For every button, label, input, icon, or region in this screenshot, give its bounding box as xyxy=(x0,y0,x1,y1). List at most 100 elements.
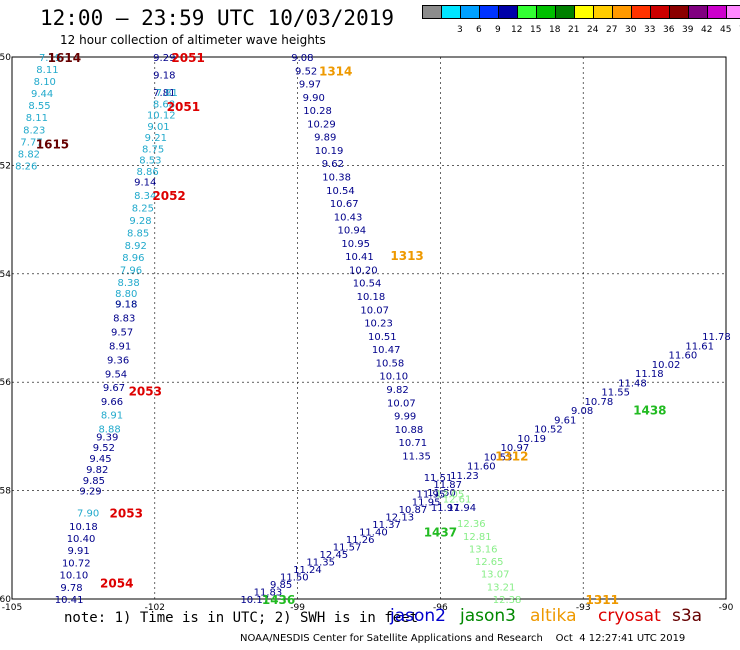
satellite-jason3: jason3 xyxy=(460,606,516,626)
swh-value: 12.65 xyxy=(475,557,504,568)
swh-value: 8.86 xyxy=(137,167,159,178)
swh-value: 11.23 xyxy=(450,471,479,482)
swh-value: 10.20 xyxy=(349,265,378,276)
swh-value: 9.97 xyxy=(299,80,321,91)
footnote: note: 1) Time is in UTC; 2) SWH is in fe… xyxy=(64,610,419,626)
swh-value: 10.53 xyxy=(484,452,513,463)
pass-number: 1313 xyxy=(390,249,423,263)
swh-value: 7.77 xyxy=(20,137,42,148)
swh-value: 11.87 xyxy=(433,480,462,491)
swh-value: 9.78 xyxy=(60,583,82,594)
swh-value: 8.38 xyxy=(117,278,139,289)
swh-value: 11.40 xyxy=(359,527,388,538)
swh-value: 10.19 xyxy=(517,434,546,445)
swh-value: 11.61 xyxy=(685,341,714,352)
pass-number: 2051 xyxy=(167,100,200,114)
swh-value: 11.78 xyxy=(702,332,731,343)
swh-value: 8.34 xyxy=(134,191,156,202)
swh-value: 9.29 xyxy=(153,53,175,64)
legend-label: 9 xyxy=(495,25,501,35)
legend-label: 18 xyxy=(549,25,561,35)
swh-value: 9.52 xyxy=(93,443,115,454)
legend-label: 45 xyxy=(720,25,732,35)
legend-label: 42 xyxy=(701,25,713,35)
swh-value: 9.62 xyxy=(322,159,344,170)
swh-value: 9.29 xyxy=(79,487,101,498)
legend-label: 33 xyxy=(644,25,656,35)
swh-value: 11.60 xyxy=(467,462,496,473)
swh-value: 11.35 xyxy=(306,557,335,568)
swh-value: 9.82 xyxy=(86,465,108,476)
swh-value: 9.99 xyxy=(394,412,416,423)
swh-value: 8.26 xyxy=(15,161,37,172)
y-tick-label: -58 xyxy=(0,487,11,497)
swh-value: 12.45 xyxy=(320,550,349,561)
swh-value: 8.11 xyxy=(26,113,48,124)
swh-value: 9.52 xyxy=(295,66,317,77)
swh-value: 11.83 xyxy=(254,587,283,598)
swh-value: 9.61 xyxy=(554,415,576,426)
swh-value: 9.01 xyxy=(147,122,169,133)
pass-number: 2051 xyxy=(171,51,204,65)
swh-value: 8.83 xyxy=(113,314,135,325)
pass-number: 1615 xyxy=(36,138,69,152)
swh-value: 10.58 xyxy=(376,358,405,369)
swh-value: 9.90 xyxy=(303,93,325,104)
swh-value: 9.39 xyxy=(96,432,118,443)
satellite-jason2: jason2 xyxy=(390,606,446,626)
satellite-altika: altika xyxy=(530,606,577,626)
swh-value: 8.55 xyxy=(28,101,50,112)
swh-value: 9.85 xyxy=(270,580,292,591)
x-tick-label: -93 xyxy=(576,603,591,613)
pass-number: 1438 xyxy=(633,403,666,417)
swh-value: 9.08 xyxy=(571,406,593,417)
y-tick-label: -54 xyxy=(0,270,11,280)
swh-value: 8.23 xyxy=(23,125,45,136)
swh-value: 9.44 xyxy=(31,89,53,100)
map-frame xyxy=(11,56,727,600)
swh-value: 12.13 xyxy=(385,512,414,523)
legend-label: 39 xyxy=(682,25,694,35)
swh-value: 10.02 xyxy=(652,360,681,371)
swh-value: 10.72 xyxy=(62,558,91,569)
swh-value: 11.18 xyxy=(635,369,664,380)
swh-value: 12.81 xyxy=(463,532,492,543)
page-subtitle: 12 hour collection of altimeter wave hei… xyxy=(60,33,326,47)
swh-value: 10.41 xyxy=(55,595,84,606)
pass-number: 2053 xyxy=(110,506,143,520)
swh-value: 10.54 xyxy=(326,186,355,197)
legend-label: 12 xyxy=(511,25,523,35)
swh-value: 11.51 xyxy=(424,473,453,484)
pass-number: 1312 xyxy=(495,449,528,463)
swh-value: 10.07 xyxy=(360,305,389,316)
swh-value: 11.37 xyxy=(372,520,401,531)
satellite-s3a: s3a xyxy=(672,606,703,626)
swh-value: 8.80 xyxy=(115,289,137,300)
pass-number: 2054 xyxy=(100,577,133,591)
swh-value: 10.97 xyxy=(501,443,530,454)
swh-value: 8.85 xyxy=(127,228,149,239)
swh-value: 9.18 xyxy=(115,300,137,311)
swh-value: 7.81 xyxy=(153,88,175,99)
swh-value: 11.95 xyxy=(412,497,441,508)
swh-value: 10.28 xyxy=(303,106,332,117)
swh-value: 9.67 xyxy=(103,383,125,394)
pass-number: 1614 xyxy=(48,51,81,65)
swh-value: 9.54 xyxy=(105,369,127,380)
swh-value: 10.23 xyxy=(364,319,393,330)
swh-value: 8.96 xyxy=(122,253,144,264)
swh-value: 10.19 xyxy=(315,146,344,157)
x-tick-label: -99 xyxy=(290,603,305,613)
swh-value: 11.26 xyxy=(346,535,375,546)
legend-label: 24 xyxy=(587,25,599,35)
swh-value: 9.08 xyxy=(291,53,313,64)
swh-value: 9.18 xyxy=(153,71,175,82)
swh-value: 12.05 xyxy=(436,489,465,500)
swh-value: 10.40 xyxy=(67,534,96,545)
swh-value: 10.54 xyxy=(353,279,382,290)
pass-number: 1314 xyxy=(319,65,352,79)
swh-value: 10.18 xyxy=(69,522,98,533)
swh-value: 9.85 xyxy=(83,476,105,487)
swh-value: 9.66 xyxy=(101,397,123,408)
